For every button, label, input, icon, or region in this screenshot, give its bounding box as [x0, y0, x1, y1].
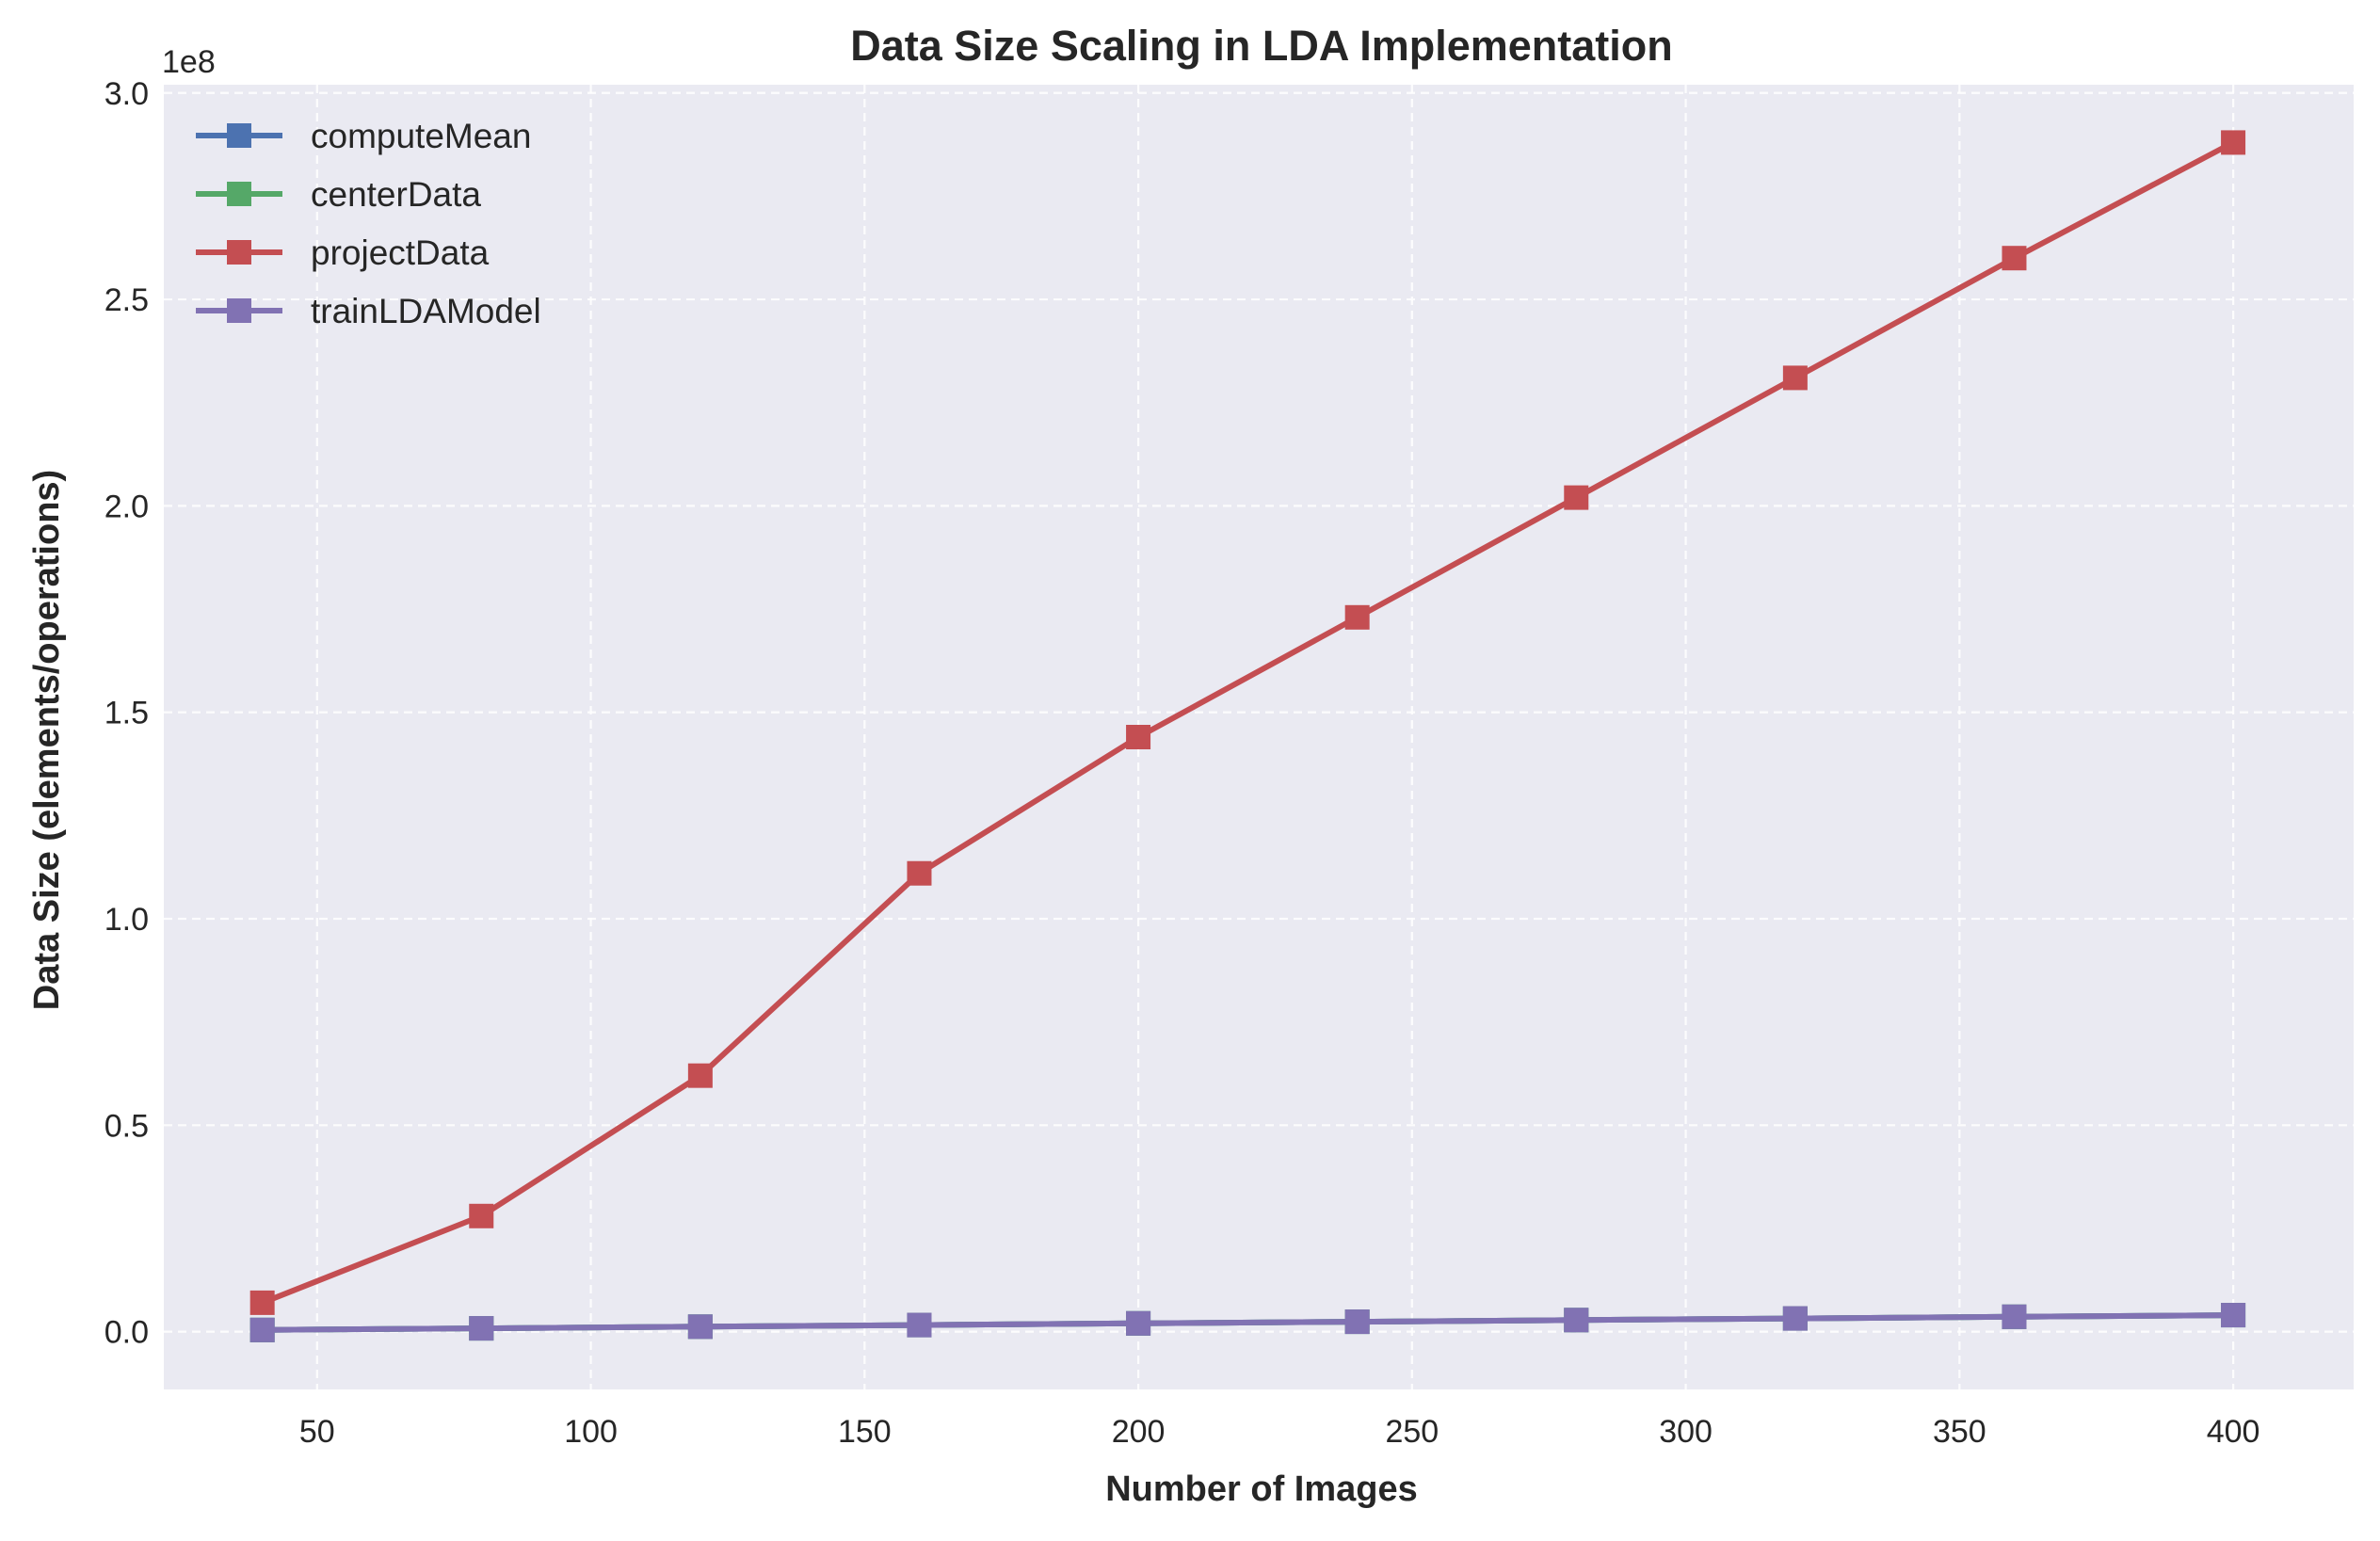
- data-series: [249, 130, 2246, 1342]
- x-axis-label: Number of Images: [1105, 1469, 1418, 1509]
- data-point-marker: [1782, 365, 1808, 391]
- y-tick-label: 0.5: [105, 1108, 149, 1144]
- legend: computeMean centerData projectData trainLDA…: [196, 117, 541, 330]
- x-tick-label: 150: [838, 1414, 892, 1450]
- data-point-marker: [1564, 1308, 1589, 1333]
- y-tick-label: 2.0: [105, 489, 149, 524]
- data-point-marker: [249, 1317, 275, 1342]
- data-point-marker: [1344, 604, 1370, 630]
- legend-label: trainLDAModel: [311, 292, 541, 330]
- series-line: [261, 139, 2235, 1306]
- series-line: [262, 1312, 2234, 1333]
- y-axis-ticks: 0.0 0.5 1.0 1.5 2.0 2.5 3.0: [105, 76, 149, 1351]
- y-axis-offset-label: 1e8: [162, 44, 216, 80]
- data-point-marker: [907, 1312, 932, 1338]
- chart-title: Data Size Scaling in LDA Implementation: [850, 22, 1672, 70]
- x-tick-label: 250: [1385, 1414, 1439, 1450]
- series-projectData: [249, 130, 2246, 1315]
- data-point-marker: [469, 1203, 494, 1228]
- legend-marker: [227, 182, 251, 206]
- data-point-marker: [249, 1290, 275, 1315]
- legend-entry: projectData: [196, 233, 490, 272]
- data-point-marker: [2221, 1303, 2246, 1328]
- data-point-marker: [687, 1314, 713, 1340]
- legend-entry: computeMean: [196, 117, 531, 155]
- legend-label: centerData: [311, 175, 481, 214]
- data-point-marker: [1344, 1309, 1370, 1335]
- legend-marker: [227, 298, 251, 323]
- grid-lines: [164, 85, 2354, 1389]
- data-point-marker: [1564, 485, 1589, 510]
- x-tick-label: 300: [1659, 1414, 1713, 1450]
- data-point-marker: [469, 1316, 494, 1341]
- data-point-marker: [2002, 1304, 2027, 1329]
- x-tick-label: 100: [564, 1414, 618, 1450]
- legend-entry: centerData: [196, 175, 481, 214]
- y-tick-label: 1.0: [105, 902, 149, 938]
- x-tick-label: 200: [1112, 1414, 1166, 1450]
- data-point-marker: [2221, 130, 2246, 155]
- data-point-marker: [1126, 1310, 1151, 1336]
- legend-marker: [227, 123, 251, 148]
- x-tick-label: 400: [2207, 1414, 2260, 1450]
- data-point-marker: [1782, 1306, 1808, 1331]
- x-tick-label: 50: [299, 1414, 335, 1450]
- data-point-marker: [1126, 725, 1151, 749]
- y-tick-label: 1.5: [105, 696, 149, 731]
- legend-label: projectData: [311, 233, 490, 272]
- data-point-marker: [687, 1063, 713, 1088]
- y-tick-label: 3.0: [105, 76, 149, 112]
- legend-label: computeMean: [311, 117, 531, 155]
- x-axis-ticks: 50 100 150 200 250 300 350 400: [299, 1414, 2260, 1450]
- x-tick-label: 350: [1933, 1414, 1986, 1450]
- legend-entry: trainLDAModel: [196, 292, 541, 330]
- y-axis-label: Data Size (elements/operations): [27, 470, 67, 1010]
- data-point-marker: [907, 860, 932, 886]
- plot-area: [164, 85, 2354, 1389]
- data-point-marker: [2002, 246, 2027, 271]
- series-trainLDAModel: [249, 1303, 2246, 1342]
- y-tick-label: 2.5: [105, 282, 149, 318]
- legend-marker: [227, 240, 251, 265]
- y-tick-label: 0.0: [105, 1315, 149, 1351]
